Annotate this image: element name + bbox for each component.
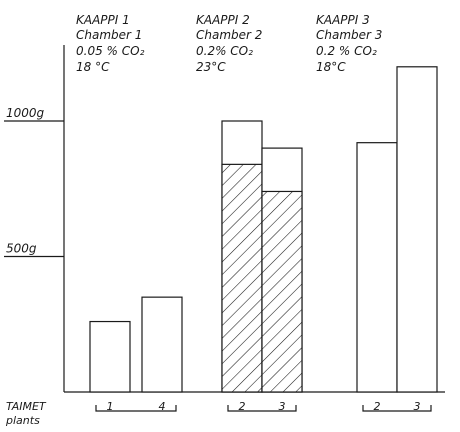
chamber-header-line: KAAPPI 1	[76, 13, 130, 27]
bar	[356, 142, 398, 393]
group-bracket	[95, 405, 177, 412]
group-bracket	[362, 405, 432, 412]
x-tick-label: 4	[159, 400, 166, 413]
bar	[396, 66, 438, 393]
bar-hatched-segment	[261, 190, 303, 393]
chamber-header-line: 0.05 % CO₂	[76, 44, 145, 58]
chamber-header-line: KAAPPI 2	[196, 13, 250, 27]
bar	[89, 320, 131, 393]
x-axis-label: plants	[5, 414, 40, 427]
bar-hatched-segment	[221, 163, 263, 393]
chamber-header-line: 0.2 % CO₂	[316, 44, 377, 58]
x-axis-label: TAIMET	[6, 400, 47, 413]
chamber-header-line: 18 °C	[76, 60, 110, 74]
x-tick-label: 1	[107, 400, 114, 413]
x-tick-label: 3	[414, 400, 421, 413]
x-tick-label: 2	[239, 400, 246, 413]
bar	[141, 296, 183, 393]
x-tick-label: 3	[279, 400, 286, 413]
group-bracket	[227, 405, 297, 412]
chamber-header-line: 23°C	[196, 60, 226, 74]
chamber-header-line: KAAPPI 3	[316, 13, 370, 27]
y-tick-label: 1000g	[6, 106, 45, 120]
chamber-header-line: Chamber 1	[76, 28, 142, 42]
y-tick-label: 500g	[6, 242, 37, 256]
chamber-header-line: Chamber 3	[316, 28, 382, 42]
chamber-header-line: 18°C	[316, 60, 346, 74]
chamber-header-line: Chamber 2	[196, 28, 262, 42]
x-tick-label: 2	[374, 400, 381, 413]
chamber-header-line: 0.2% CO₂	[196, 44, 253, 58]
